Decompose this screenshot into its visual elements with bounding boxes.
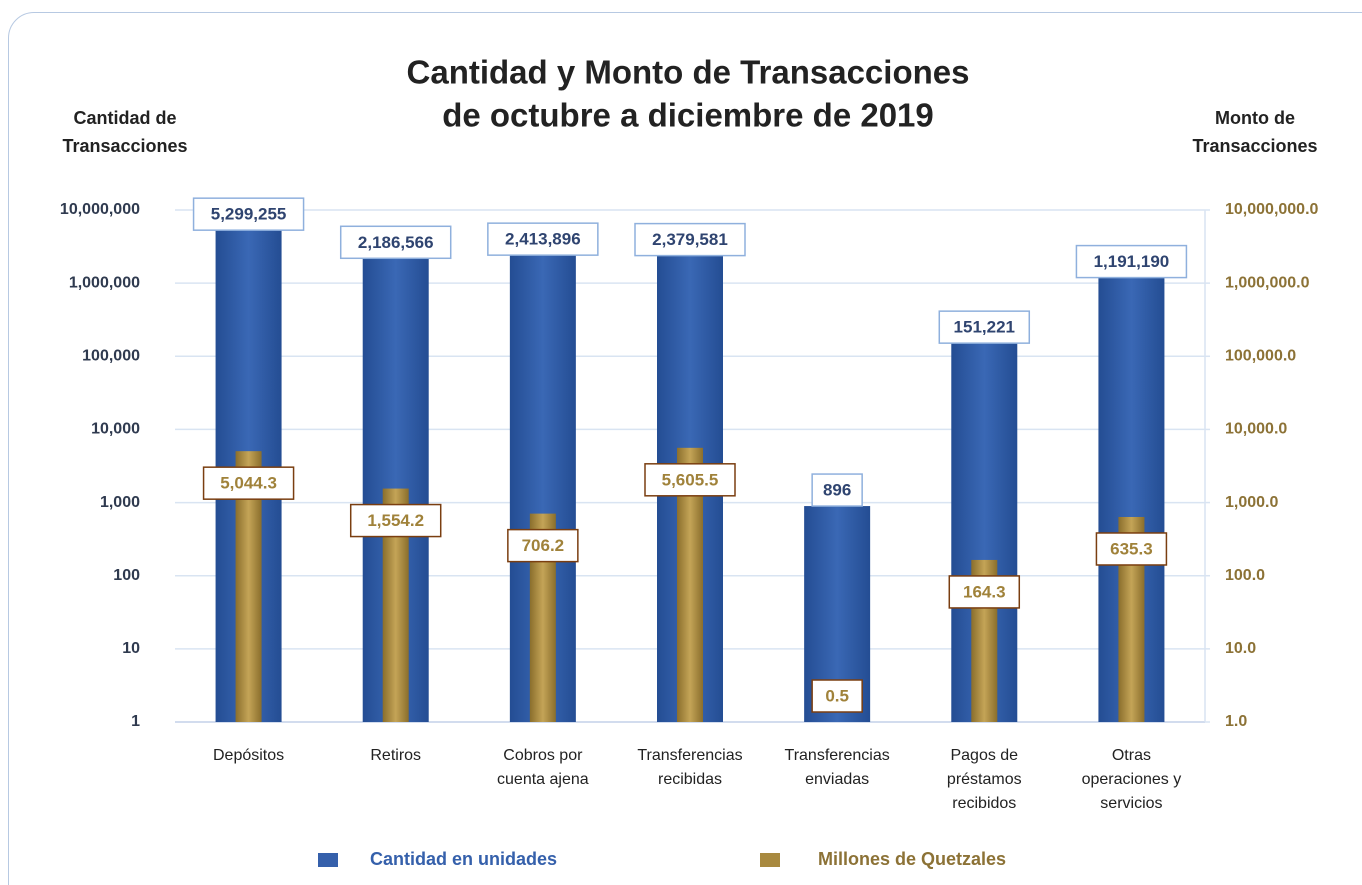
y2-axis-label: Monto de Transacciones — [1192, 108, 1318, 156]
x-tick-label: Depósitos — [212, 747, 285, 764]
data-label: 5,605.5 — [662, 470, 719, 489]
data-label-box — [507, 528, 579, 563]
legend-label: Millones de Quetzales — [818, 849, 1006, 869]
bar — [824, 722, 850, 744]
data-label-box — [192, 197, 305, 231]
legend-label: Cantidad en unidades — [370, 849, 557, 869]
y-tick-label: 10 — [122, 640, 140, 657]
data-label-box — [644, 463, 736, 497]
y2-tick-label: 10.0 — [1225, 640, 1256, 657]
y2-tick-label: 100.0 — [1225, 567, 1265, 584]
data-label: 5,299,255 — [211, 205, 287, 224]
y2-tick-label: 10,000.0 — [1225, 421, 1287, 438]
data-label-box — [1075, 244, 1188, 279]
legend-swatch — [760, 853, 780, 867]
data-label: 151,221 — [954, 318, 1015, 337]
y2-tick-label: 100,000.0 — [1225, 348, 1296, 365]
data-labels: 5,299,255 2,186,566 2,413,896 2,379,581 896 1… — [192, 197, 1188, 713]
y-tick-label: 100 — [113, 567, 140, 584]
data-label-box — [339, 225, 452, 260]
x-tick-label: Transferencias enviadas — [784, 747, 890, 788]
data-label: 0.5 — [825, 686, 849, 705]
y-axis-label: Cantidad de Transacciones — [62, 108, 188, 156]
data-label-box — [349, 503, 442, 538]
data-label: 5,044.3 — [220, 474, 277, 493]
data-label: 164.3 — [963, 582, 1006, 601]
data-label: 2,379,581 — [652, 230, 728, 249]
y2-tick-label: 1.0 — [1225, 713, 1247, 730]
x-tick-label: Otras operaciones y servicios — [1081, 747, 1182, 812]
data-label: 896 — [823, 481, 851, 500]
frame — [8, 12, 1362, 885]
x-tick-label: Transferencias recibidas — [637, 747, 743, 788]
data-label: 2,413,896 — [505, 230, 581, 249]
data-label: 635.3 — [1110, 539, 1153, 558]
data-label: 2,186,566 — [358, 233, 434, 252]
y2-tick-label: 1,000.0 — [1225, 494, 1278, 511]
data-label-box — [938, 310, 1031, 344]
data-label-box — [811, 473, 863, 507]
y-tick-label: 1,000 — [100, 494, 140, 511]
chart-title: de octubre a diciembre de 2019 — [442, 97, 934, 134]
y-tick-label: 10,000,000 — [60, 201, 140, 218]
data-label: 1,191,190 — [1094, 252, 1170, 271]
data-label-box — [811, 679, 863, 713]
data-label-box — [202, 466, 295, 500]
data-label-box — [948, 575, 1021, 609]
y-tick-label: 1,000,000 — [69, 274, 140, 291]
data-label: 706.2 — [522, 536, 565, 555]
data-label-box — [634, 222, 746, 257]
data-label: 1,554.2 — [367, 511, 424, 530]
y2-tick-label: 1,000,000.0 — [1225, 274, 1310, 291]
y-tick-label: 10,000 — [91, 421, 140, 438]
y2-tick-label: 10,000,000.0 — [1225, 201, 1319, 218]
x-tick-label: Pagos de préstamos recibidos — [946, 747, 1022, 812]
data-label-box — [487, 222, 599, 256]
data-label-box — [1095, 532, 1168, 566]
legend-swatch — [318, 853, 338, 867]
y-tick-label: 100,000 — [82, 348, 140, 365]
y-tick-label: 1 — [131, 713, 140, 730]
x-tick-label: Cobros por cuenta ajena — [497, 747, 589, 788]
chart-title: Cantidad y Monto de Transacciones — [407, 54, 970, 91]
x-tick-label: Retiros — [370, 747, 422, 764]
